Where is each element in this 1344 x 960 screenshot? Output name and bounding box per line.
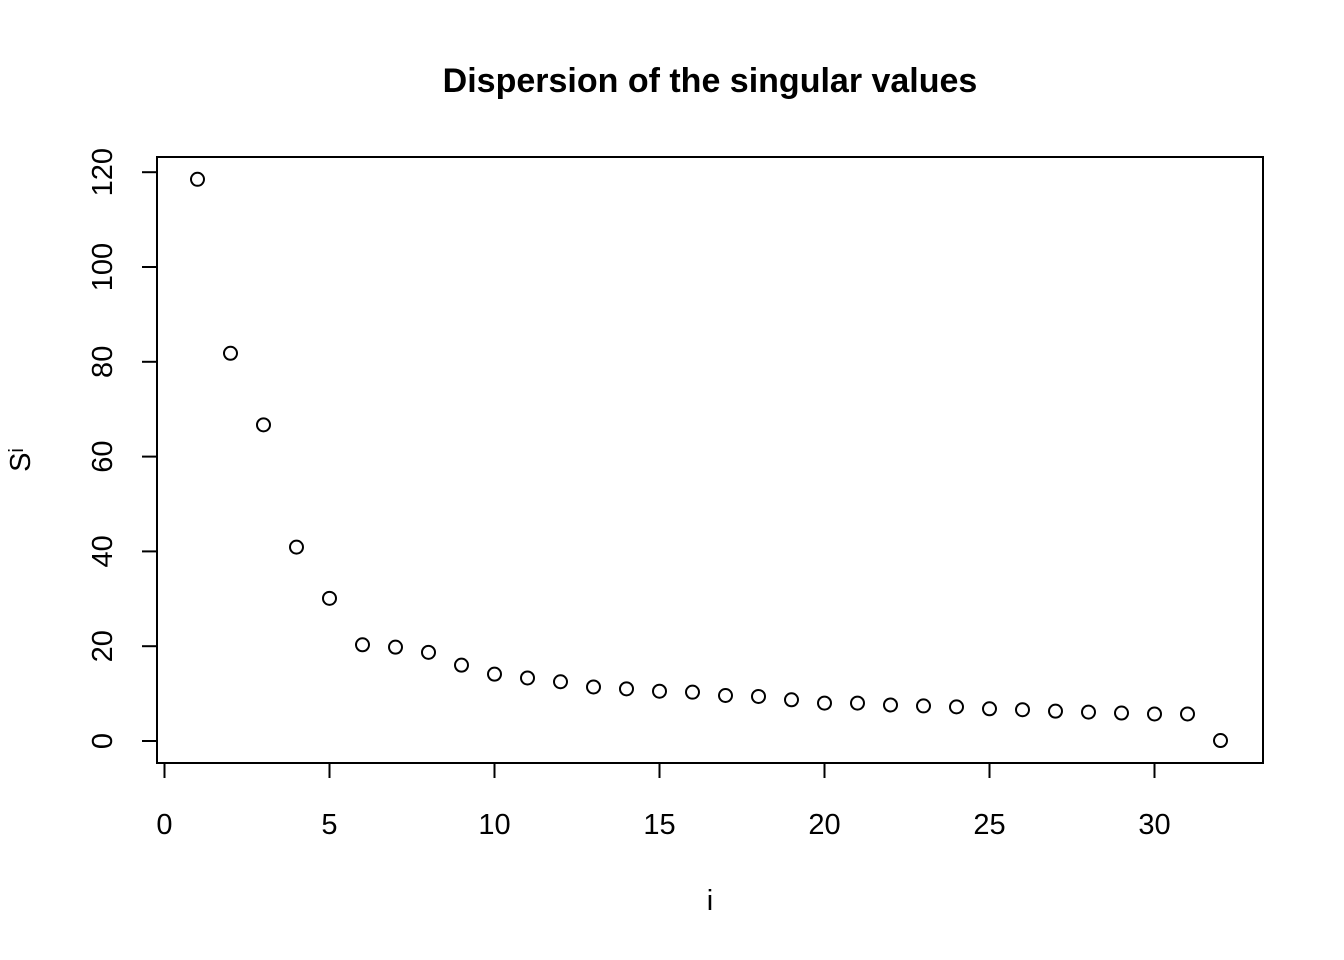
data-point — [256, 417, 271, 433]
y-tick-label: 100 — [87, 243, 119, 291]
x-tick-label: 10 — [478, 809, 510, 841]
data-point — [1081, 704, 1096, 720]
data-points — [190, 171, 1228, 749]
data-point — [1048, 703, 1063, 719]
data-point — [388, 639, 403, 655]
data-point — [685, 684, 700, 700]
data-point — [982, 701, 997, 717]
data-point — [817, 695, 832, 711]
y-tick-label: 120 — [87, 148, 119, 196]
data-point — [553, 674, 568, 690]
data-point — [355, 637, 370, 653]
data-point — [289, 539, 304, 555]
data-point — [949, 699, 964, 715]
x-axis: 0 5 10 15 20 25 30 — [156, 762, 1171, 841]
x-tick-label: 0 — [156, 809, 172, 841]
y-axis-label: Si — [5, 448, 37, 472]
plot-frame — [156, 156, 1264, 764]
data-point — [652, 683, 667, 699]
x-tick-label: 25 — [973, 809, 1005, 841]
data-point — [1213, 733, 1228, 749]
y-tick-label: 40 — [87, 535, 119, 567]
chart-title: Dispersion of the singular values — [443, 62, 978, 100]
data-point — [784, 692, 799, 708]
data-point — [454, 657, 469, 673]
y-tick-label: 80 — [87, 346, 119, 378]
y-tick-label: 60 — [87, 440, 119, 472]
x-tick-label: 20 — [808, 809, 840, 841]
data-point — [1114, 705, 1129, 721]
data-point — [586, 679, 601, 695]
data-point — [1015, 702, 1030, 718]
x-tick-label: 15 — [643, 809, 675, 841]
y-axis: 0 20 40 60 80 100 120 — [87, 148, 158, 749]
data-point — [223, 345, 238, 361]
data-point — [1147, 706, 1162, 722]
data-point — [718, 687, 733, 703]
data-point — [421, 644, 436, 660]
x-tick-label: 5 — [321, 809, 337, 841]
data-point — [190, 171, 205, 187]
data-point — [850, 695, 865, 711]
data-point — [883, 697, 898, 713]
y-tick-label: 20 — [87, 630, 119, 662]
data-point — [520, 670, 535, 686]
data-point — [751, 688, 766, 704]
y-axis-label-subscript: i — [6, 448, 28, 452]
y-tick-label: 0 — [87, 733, 119, 749]
data-point — [619, 681, 634, 697]
x-axis-label: i — [707, 885, 713, 917]
x-tick-label: 30 — [1138, 809, 1170, 841]
data-point — [322, 590, 337, 606]
data-point — [916, 698, 931, 714]
data-point — [487, 666, 502, 682]
y-axis-label-main: S — [5, 453, 37, 472]
data-point — [1180, 706, 1195, 722]
